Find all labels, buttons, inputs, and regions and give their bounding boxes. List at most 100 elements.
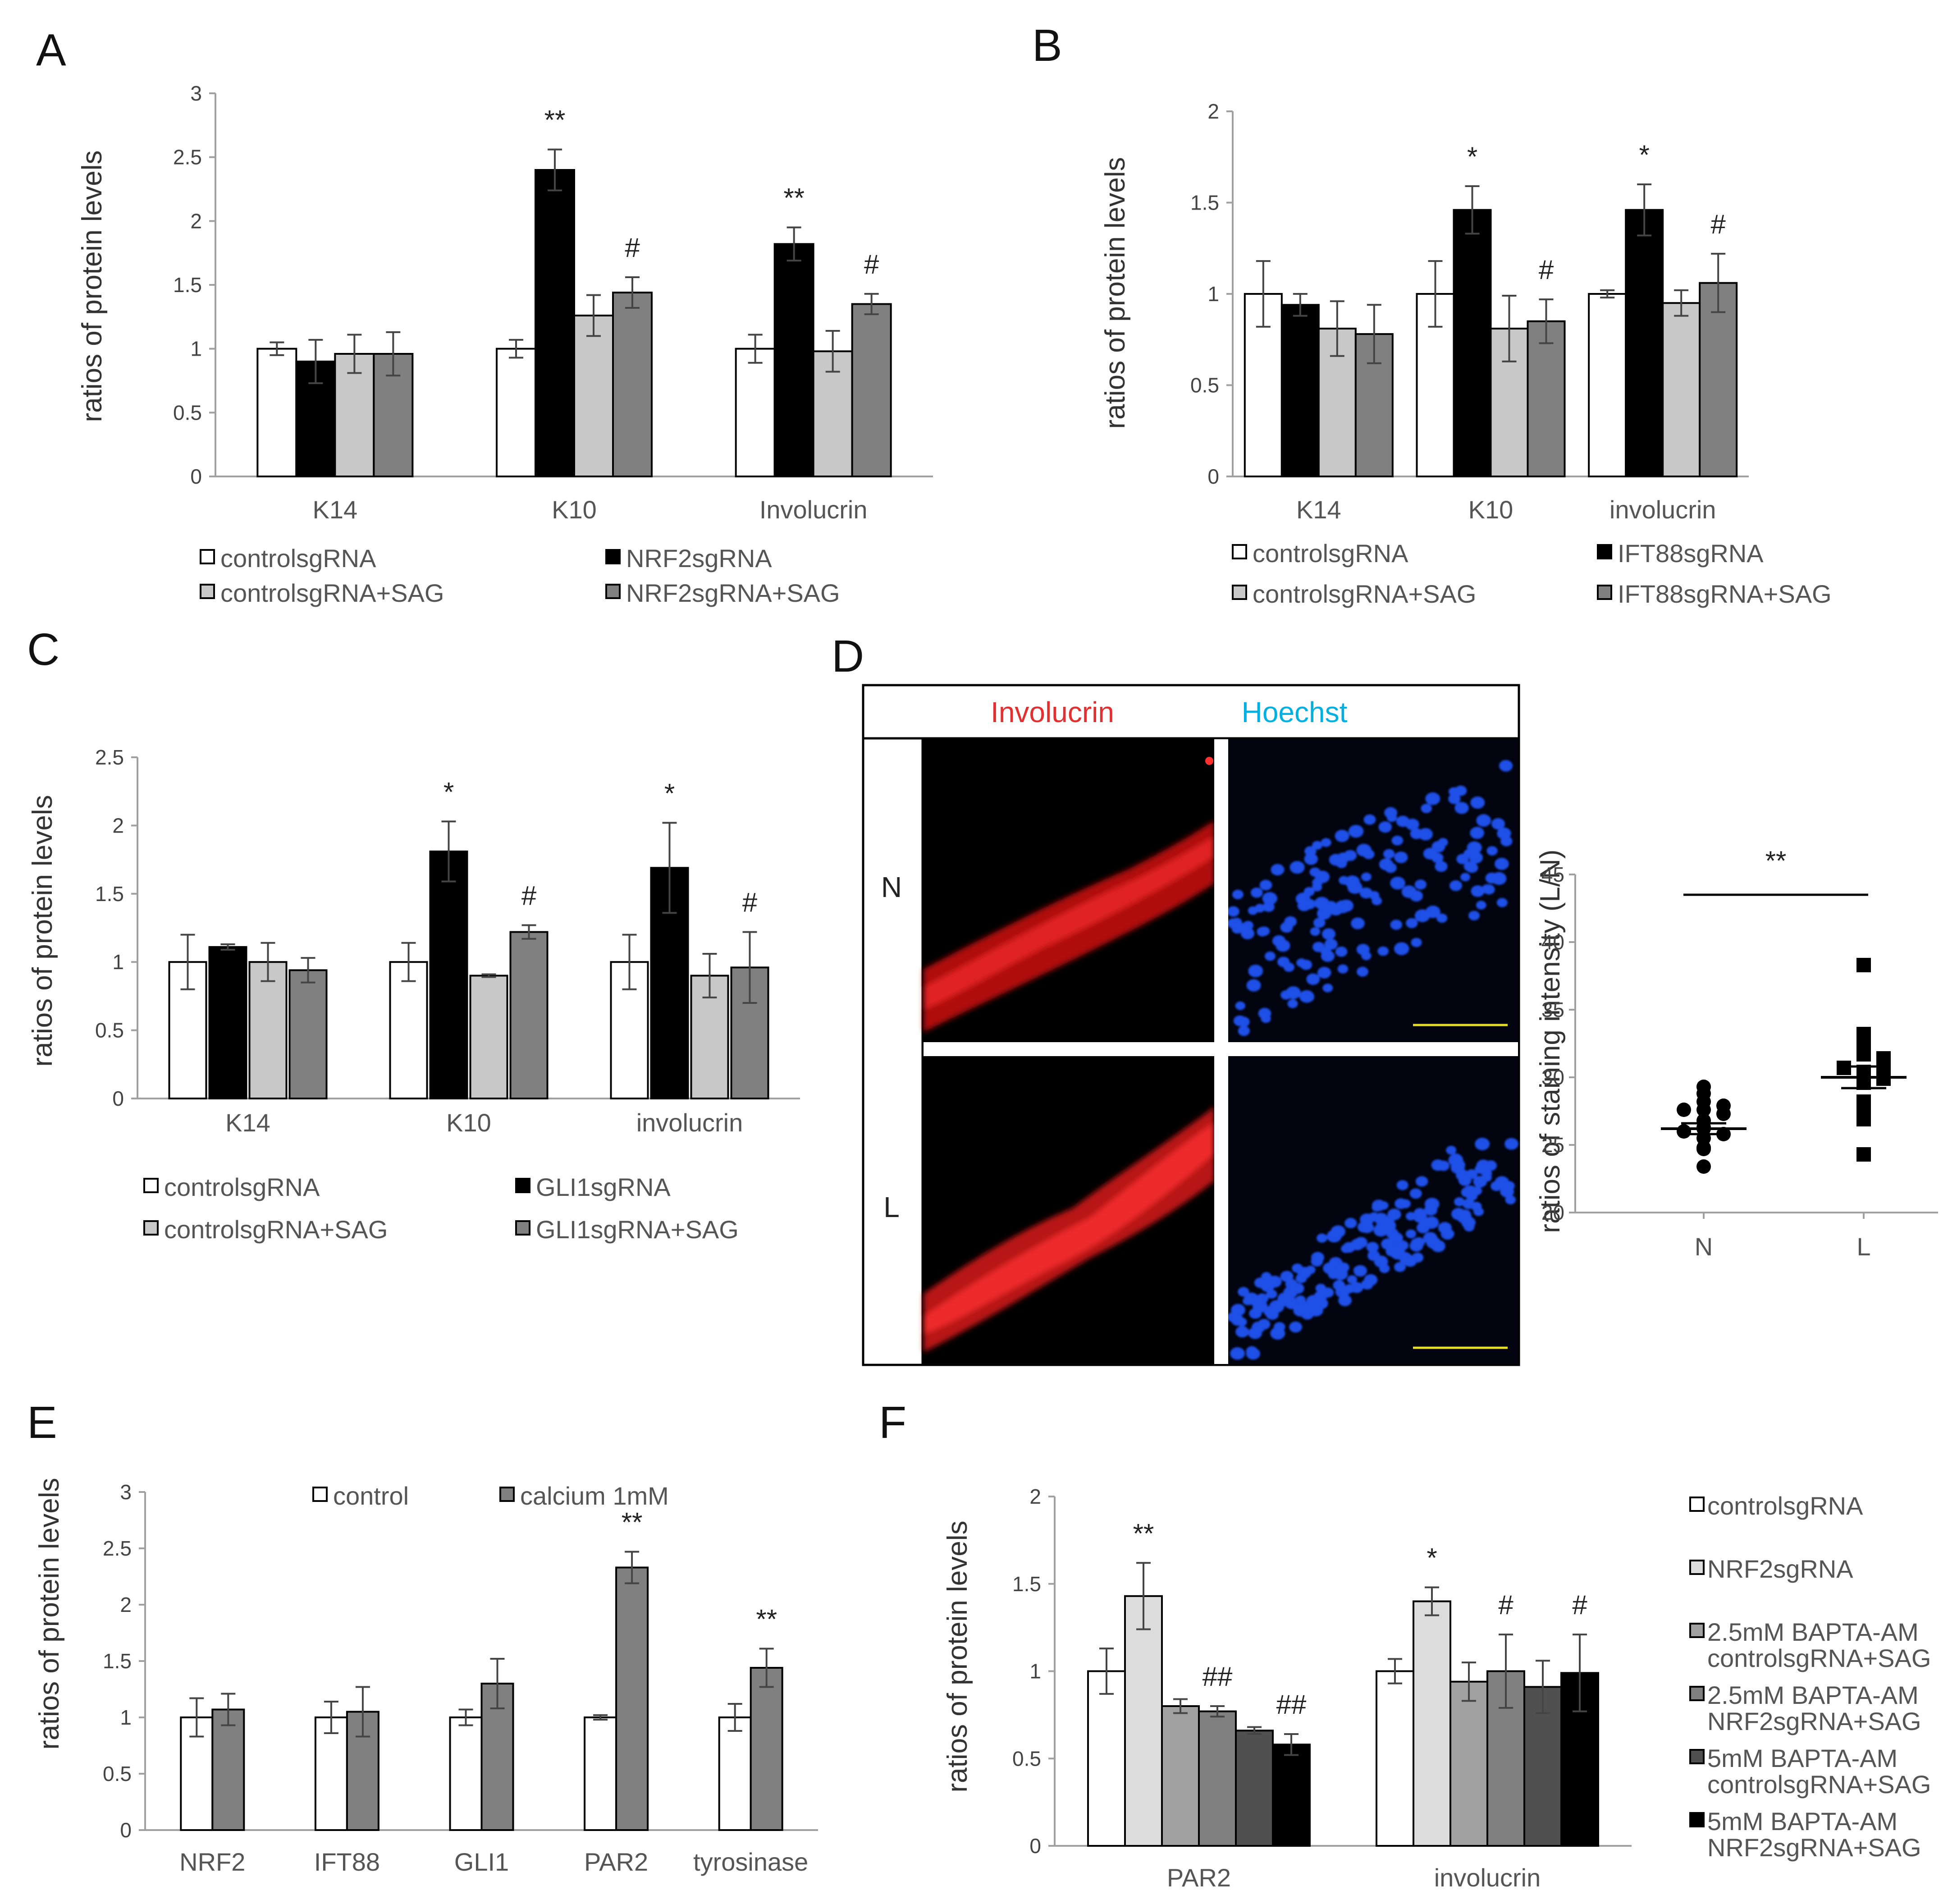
nucleus: [1304, 853, 1318, 865]
nucleus: [1357, 966, 1368, 977]
bar-gli1sgrna-sag-k14: [288, 969, 328, 1099]
nucleus: [1448, 787, 1459, 796]
nucleus: [1235, 1326, 1249, 1338]
y-tick-label: 1.5: [95, 882, 124, 906]
nucleus: [1305, 1265, 1316, 1274]
legend-label: controlsgRNA: [1707, 1492, 1863, 1520]
nucleus: [1329, 854, 1343, 866]
bar-controlsgrna-par2: [1087, 1670, 1126, 1847]
nucleus: [1504, 1138, 1518, 1150]
nucleus: [1491, 1181, 1502, 1191]
nucleus: [1264, 951, 1276, 961]
nucleus: [1335, 900, 1350, 913]
significance-marker: #: [1710, 209, 1726, 239]
category-label: K10: [446, 1108, 491, 1137]
bar-controlsgrna-sag-involucrin: [812, 350, 853, 477]
y-tick-label: 2: [120, 1593, 132, 1616]
nucleus: [1359, 887, 1373, 899]
nucleus: [1315, 1283, 1326, 1293]
nucleus: [1448, 793, 1461, 804]
stain-label-hoechst: Hoechst: [1242, 696, 1348, 728]
panel-label: C: [27, 624, 59, 675]
nucleus: [1476, 814, 1491, 827]
legend-swatch: [1689, 1686, 1705, 1701]
bar-gli1sgrna-k14: [208, 946, 247, 1100]
bar-ift88sgrna-sag-k10: [1527, 320, 1566, 477]
y-axis-label: ratios of protein levels: [77, 150, 108, 422]
nucleus: [1289, 1321, 1303, 1333]
bar-calcium-1mm-tyrosinase: [750, 1667, 783, 1831]
bar-control-ift88: [314, 1716, 348, 1831]
bar-controlsgrna-involucrin: [735, 348, 776, 478]
nucleus: [1496, 898, 1508, 907]
category-label: GLI1: [454, 1848, 509, 1876]
legend-label: controlsgRNA+SAG: [164, 1215, 388, 1244]
nucleus: [1267, 1276, 1282, 1288]
nucleus: [1258, 1007, 1271, 1019]
stain-label-involucrin: Involucrin: [991, 696, 1114, 728]
nucleus: [1339, 876, 1349, 885]
image-l-hoechst: [1227, 1056, 1518, 1364]
nucleus: [1469, 851, 1483, 864]
significance-marker: #: [1539, 255, 1554, 285]
significance-marker: **: [1133, 1518, 1154, 1548]
bar-nrf2sgrna-k10: [535, 169, 575, 477]
nucleus: [1367, 1250, 1380, 1261]
nucleus: [1394, 942, 1409, 955]
nucleus: [1287, 999, 1298, 1008]
bar-controlsgrna-involucrin: [1588, 293, 1627, 477]
bar-controlsgrna-k10: [389, 961, 428, 1099]
nucleus: [1300, 960, 1312, 970]
significance-marker: *: [444, 777, 454, 807]
nucleus: [1317, 907, 1331, 920]
y-tick-label: 0: [112, 1087, 124, 1110]
nucleus: [1482, 884, 1493, 893]
nucleus: [1454, 802, 1469, 814]
y-tick-label: 1.5: [173, 273, 202, 297]
nucleus: [1250, 887, 1263, 898]
y-tick-label: 2.5: [95, 746, 124, 769]
legend-swatch: [1689, 1560, 1705, 1575]
nucleus: [1337, 964, 1349, 974]
nucleus: [1468, 911, 1480, 920]
nucleus: [1243, 1296, 1253, 1305]
legend-label: 5mM BAPTA-AM: [1707, 1807, 1898, 1835]
nucleus: [1261, 1272, 1272, 1281]
nucleus: [1289, 861, 1305, 874]
nucleus: [1405, 819, 1419, 830]
y-tick-label: 1.5: [103, 1649, 132, 1673]
nucleus: [1280, 990, 1292, 1000]
nucleus: [1361, 1279, 1373, 1290]
data-point-n: [1716, 1098, 1731, 1113]
row-label-l: L: [883, 1191, 900, 1223]
y-tick-label: 0.5: [103, 1762, 132, 1785]
microscopy-frame: [862, 684, 1520, 1366]
bar-calcium-1mm-par2: [615, 1566, 649, 1831]
nucleus: [1323, 1262, 1337, 1274]
data-point-l: [1876, 1051, 1891, 1066]
nucleus: [1409, 890, 1423, 902]
nucleus: [1356, 943, 1370, 955]
category-label: N: [1695, 1232, 1713, 1261]
nucleus: [1466, 862, 1478, 873]
nucleus: [1283, 962, 1294, 972]
nucleus: [1227, 1312, 1240, 1323]
nucleus: [1372, 896, 1382, 906]
nucleus: [1321, 947, 1331, 956]
nucleus: [1344, 1217, 1357, 1228]
nucleus: [1322, 984, 1333, 993]
nucleus: [1384, 862, 1397, 873]
y-tick-label: 2: [1207, 100, 1219, 123]
legend-label: calcium 1mM: [520, 1482, 669, 1510]
nucleus: [1302, 992, 1315, 1002]
nucleus: [1384, 807, 1398, 819]
data-point-l: [1856, 1112, 1871, 1126]
bar-nrf2sgrna-sag-k10: [612, 292, 653, 477]
significance-marker: *: [1467, 142, 1477, 172]
nucleus: [1448, 1153, 1463, 1167]
nucleus: [1377, 946, 1389, 956]
nucleus: [1284, 916, 1297, 927]
y-axis-label: ratios of protein levels: [34, 1478, 65, 1749]
legend-label: NRF2sgRNA: [626, 544, 772, 572]
image-n-involucrin: [924, 739, 1214, 1042]
